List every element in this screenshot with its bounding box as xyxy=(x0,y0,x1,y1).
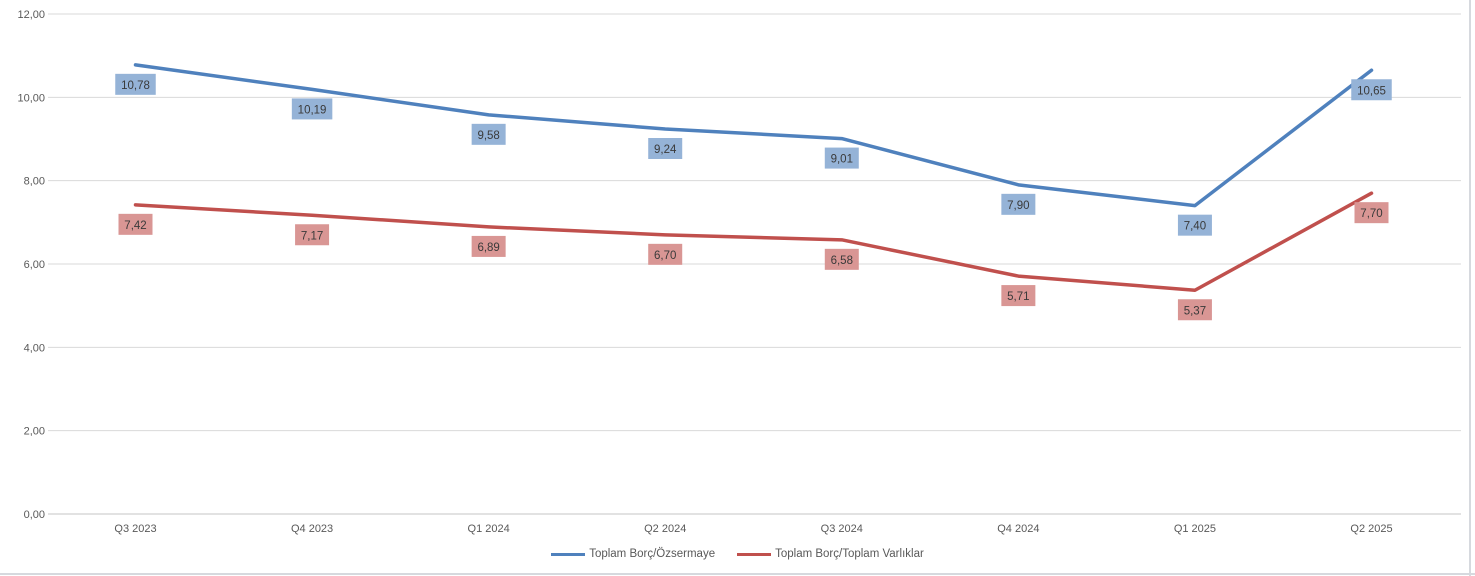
legend-item-borc-ozsermaye: Toplam Borç/Özsermaye xyxy=(551,548,715,560)
data-label-box xyxy=(1177,299,1212,321)
data-label: 6,58 xyxy=(831,255,853,267)
data-label: 7,40 xyxy=(1184,221,1206,233)
y-axis-tick-label: 8,00 xyxy=(24,176,45,188)
data-label: 7,90 xyxy=(1007,200,1029,212)
data-label-box xyxy=(291,98,333,120)
x-axis-tick-label: Q2 2024 xyxy=(644,523,686,535)
data-label: 10,78 xyxy=(121,80,150,92)
data-label: 5,37 xyxy=(1184,305,1206,317)
x-axis-tick-label: Q4 2024 xyxy=(997,523,1039,535)
data-label-box xyxy=(295,224,330,246)
x-axis-tick-label: Q1 2024 xyxy=(468,523,510,535)
data-label: 6,89 xyxy=(477,242,499,254)
data-label: 9,01 xyxy=(831,154,853,166)
legend-label: Toplam Borç/Toplam Varlıklar xyxy=(775,548,924,560)
y-axis-tick-label: 2,00 xyxy=(24,426,45,438)
x-axis-tick-label: Q3 2023 xyxy=(114,523,156,535)
data-label-box xyxy=(1177,214,1212,236)
data-label-box xyxy=(471,235,506,257)
legend-item-borc-varliklar: Toplam Borç/Toplam Varlıklar xyxy=(737,548,924,560)
data-label-box xyxy=(1001,193,1036,215)
data-label: 7,17 xyxy=(301,230,323,242)
data-label: 10,65 xyxy=(1357,85,1386,97)
legend-line-swatch-red xyxy=(737,552,772,556)
data-label-box xyxy=(648,138,683,159)
y-axis-tick-label: 10,00 xyxy=(17,92,45,104)
data-label-box xyxy=(824,248,859,270)
data-label-box xyxy=(471,123,506,145)
x-axis-tick-label: Q2 2025 xyxy=(1350,523,1392,535)
series-line xyxy=(133,191,1374,292)
data-label-box xyxy=(1354,202,1389,224)
x-axis-tick-label: Q4 2023 xyxy=(291,523,333,535)
x-axis-tick-label: Q1 2025 xyxy=(1174,523,1216,535)
x-axis-tick-label: Q3 2024 xyxy=(821,523,863,535)
data-label: 6,70 xyxy=(654,250,676,262)
data-label: 7,70 xyxy=(1360,208,1382,220)
y-axis-tick-label: 12,00 xyxy=(17,9,45,21)
data-label-box xyxy=(824,147,859,169)
legend-line-swatch-blue xyxy=(551,552,586,556)
chart-bottom-border xyxy=(0,573,1475,575)
data-label-box xyxy=(1001,285,1036,307)
series-line xyxy=(133,63,1374,208)
legend-label: Toplam Borç/Özsermaye xyxy=(589,548,716,560)
data-label: 9,24 xyxy=(654,144,677,156)
chart-legend: Toplam Borç/Özsermaye Toplam Borç/Toplam… xyxy=(0,548,1475,560)
data-label: 9,58 xyxy=(477,130,499,142)
y-axis-tick-label: 6,00 xyxy=(24,259,45,271)
data-label-box xyxy=(648,243,683,265)
y-axis-tick-label: 4,00 xyxy=(24,342,45,354)
data-label: 10,19 xyxy=(298,104,327,116)
data-label: 7,42 xyxy=(124,220,146,232)
chart-right-border xyxy=(1469,0,1471,576)
data-label: 5,71 xyxy=(1007,291,1029,303)
data-label-box xyxy=(118,213,153,235)
data-label-box xyxy=(115,73,156,95)
data-label-box xyxy=(1351,79,1392,101)
y-axis-tick-label: 0,00 xyxy=(24,509,45,521)
